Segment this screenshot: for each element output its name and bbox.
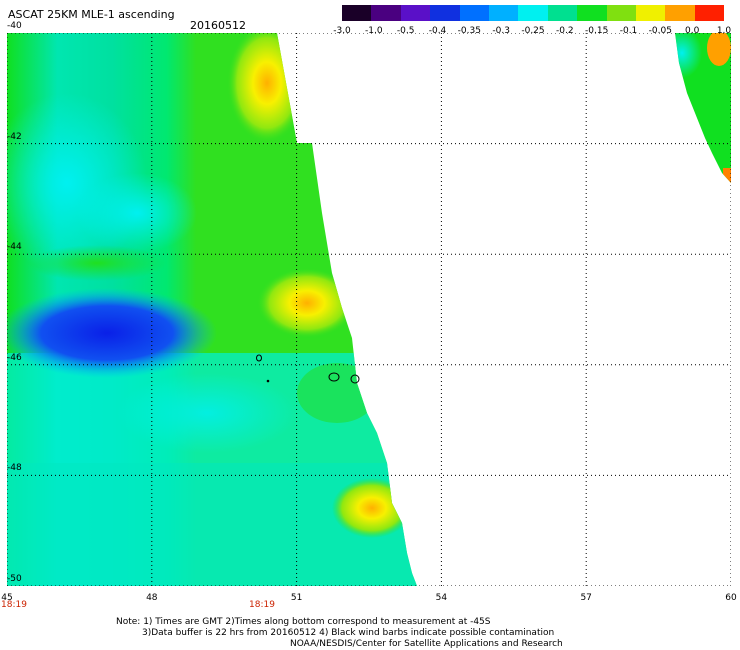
latitude-tick-label: -50	[7, 574, 22, 584]
colorbar-segment	[342, 5, 372, 21]
longitude-tick-label: 57	[580, 593, 592, 603]
map-gridlines	[7, 33, 731, 586]
map-title: ASCAT 25KM MLE-1 ascending	[8, 8, 175, 21]
colorbar-segment	[635, 5, 666, 21]
colorbar-segment	[606, 5, 636, 21]
colorbar-label: -0.2	[556, 26, 574, 36]
colorbar-label: -1.0	[365, 26, 383, 36]
note-line-3: NOAA/NESDIS/Center for Satellite Applica…	[290, 639, 563, 649]
longitude-tick-label: 45	[1, 593, 13, 603]
colorbar-segment	[547, 5, 578, 21]
colorbar-label: -0.1	[619, 26, 638, 36]
colorbar-segment	[577, 5, 607, 21]
colorbar-label: -0.5	[396, 26, 415, 36]
colorbar-label: -0.3	[492, 26, 510, 36]
colorbar-segment	[430, 5, 460, 21]
colorbar-label: 0.0	[684, 26, 700, 36]
latitude-tick-label: -44	[7, 242, 22, 253]
longitude-tick-label: 60	[725, 593, 737, 603]
latitude-tick-label: -40	[7, 21, 22, 31]
colorbar-label: -0.35	[457, 26, 481, 36]
map-date: 20160512	[190, 19, 246, 32]
colorbar-segment	[400, 5, 431, 21]
colorbar-segment	[371, 5, 401, 21]
colorbar-label: -0.25	[521, 26, 545, 36]
time-label-mid: 18:19	[249, 600, 275, 610]
note-line-2: 3)Data buffer is 22 hrs from 20160512 4)…	[142, 628, 555, 638]
colorbar-segment	[694, 5, 725, 21]
longitude-tick-label: 54	[435, 593, 448, 603]
colorbar	[342, 5, 725, 21]
colorbar-segment	[488, 5, 519, 21]
longitude-tick-label: 51	[290, 593, 303, 603]
main-swath	[7, 33, 417, 586]
colorbar-label: 1.0	[716, 26, 732, 36]
colorbar-segment	[459, 5, 489, 21]
latitude-tick-label: -48	[7, 463, 22, 474]
colorbar-label: -0.05	[648, 26, 672, 36]
secondary-swath	[675, 33, 731, 183]
map-plot	[7, 33, 731, 586]
time-label-start: 18:19	[1, 600, 27, 610]
colorbar-label: -0.15	[585, 26, 609, 36]
latitude-tick-label: -42	[7, 131, 22, 142]
colorbar-label: -0.4	[428, 26, 447, 36]
colorbar-label: -3.0	[333, 26, 351, 36]
colorbar-segment	[665, 5, 695, 21]
longitude-tick-label: 48	[146, 593, 158, 603]
colorbar-segment	[518, 5, 548, 21]
latitude-tick-label: -46	[7, 352, 22, 363]
note-line-1: Note: 1) Times are GMT 2)Times along bot…	[116, 617, 491, 627]
contamination-barbs	[256, 354, 360, 384]
